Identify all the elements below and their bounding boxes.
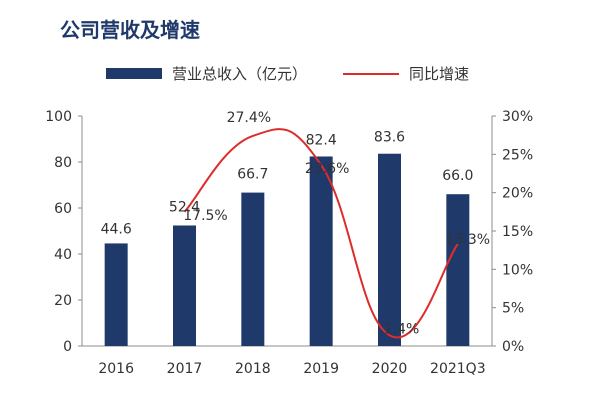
bar-value-label: 66.7 [237, 167, 268, 183]
bar-value-label: 82.4 [306, 132, 337, 148]
right-tick-label: 0% [502, 339, 524, 355]
left-tick-label: 20 [54, 293, 72, 309]
right-tick-label: 15% [502, 224, 533, 240]
bar [446, 194, 470, 346]
left-tick-label: 0 [63, 339, 72, 355]
left-tick-label: 100 [45, 109, 72, 125]
x-tick-label: 2021Q3 [430, 361, 486, 377]
legend-line-label: 同比增速 [409, 65, 470, 83]
bar [378, 153, 401, 346]
left-tick-label: 40 [54, 247, 72, 263]
bar-value-label: 44.6 [101, 221, 132, 237]
legend-line-swatch [343, 72, 400, 75]
growth-value-label: 27.4% [227, 110, 271, 126]
bar-value-label: 52.4 [169, 199, 200, 215]
bar [309, 156, 333, 346]
left-tick-label: 80 [54, 155, 72, 171]
x-tick-label: 2018 [235, 361, 271, 377]
right-tick-label: 10% [502, 262, 533, 278]
bar-value-label: 83.6 [374, 130, 405, 146]
x-tick-label: 2020 [372, 361, 408, 377]
bar [173, 225, 196, 346]
x-tick-label: 2016 [98, 361, 134, 377]
left-tick-label: 60 [54, 201, 72, 217]
legend-bar-label: 营业总收入（亿元） [172, 65, 308, 83]
right-tick-label: 25% [502, 147, 533, 163]
growth-line [183, 128, 459, 339]
right-tick-label: 30% [502, 109, 533, 125]
legend-bar-swatch [106, 68, 162, 79]
right-tick-label: 20% [502, 186, 533, 202]
bar [241, 192, 265, 346]
bar-value-label: 66.0 [442, 168, 473, 184]
x-tick-label: 2017 [167, 361, 203, 377]
chart-title: 公司营收及增速 [60, 18, 200, 42]
bar [104, 243, 128, 346]
growth-value-label: 13.3% [446, 232, 490, 248]
right-tick-label: 5% [502, 301, 524, 317]
legend: 营业总收入（亿元） 同比增速 [106, 63, 469, 84]
growth-value-label: 17.5% [183, 208, 227, 224]
growth-value-label: 23.6% [305, 161, 349, 177]
growth-value-label: 1.4% [384, 321, 420, 337]
x-tick-label: 2019 [303, 361, 339, 377]
